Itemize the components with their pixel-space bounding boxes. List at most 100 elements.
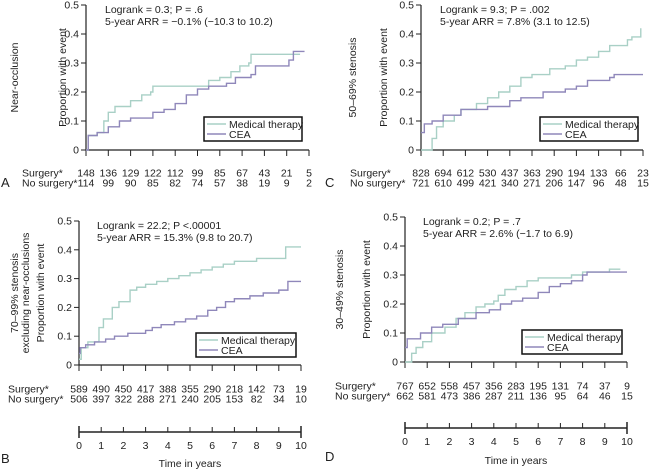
group-label: excluding near-occlusions bbox=[20, 233, 32, 354]
at-risk-surgery: 767 bbox=[396, 381, 414, 393]
at-risk-no-surgery: 287 bbox=[485, 391, 503, 403]
panel-letter: D bbox=[325, 449, 334, 464]
at-risk-surgery: 218 bbox=[226, 384, 244, 396]
at-risk-no-surgery: 38 bbox=[236, 178, 248, 190]
time-axis-tick-label: 0 bbox=[402, 436, 408, 448]
time-axis-tick-label: 5 bbox=[187, 440, 193, 452]
at-risk-surgery: 43 bbox=[259, 168, 271, 180]
time-axis-tick-label: 9 bbox=[276, 440, 282, 452]
at-risk-no-surgery: 499 bbox=[457, 178, 475, 190]
risk-row-label-no-surgery: No surgery* bbox=[335, 391, 390, 403]
at-risk-no-surgery: 96 bbox=[593, 178, 605, 190]
panel-c: 0 0.1 0.2 0.3 0.4 0.5 Proportion with event 50–… bbox=[325, 0, 649, 190]
at-risk-surgery: 355 bbox=[181, 384, 199, 396]
y-tick-label: 0.3 bbox=[383, 270, 398, 282]
time-axis-tick-label: 6 bbox=[535, 436, 541, 448]
at-risk-surgery: 5 bbox=[306, 168, 312, 180]
at-risk-surgery: 21 bbox=[281, 168, 293, 180]
y-axis-label: Proportion with event bbox=[35, 244, 47, 343]
at-risk-no-surgery: 721 bbox=[412, 178, 430, 190]
risk-row-label-surgery: Surgery* bbox=[335, 381, 376, 393]
time-axis-tick-label: 8 bbox=[580, 436, 586, 448]
at-risk-surgery: 450 bbox=[115, 384, 133, 396]
y-tick-label: 0.4 bbox=[383, 241, 398, 253]
at-risk-surgery: 19 bbox=[295, 384, 307, 396]
time-axis-tick-label: 9 bbox=[602, 436, 608, 448]
y-tick-label: 0.4 bbox=[64, 29, 79, 41]
at-risk-surgery: 558 bbox=[441, 381, 459, 393]
panel-letter: A bbox=[1, 175, 10, 190]
stats-annotation: 5-year ARR = 7.8% (3.1 to 12.5) bbox=[440, 16, 590, 28]
panel-a: 0 0.1 0.2 0.3 0.4 0.5 Proportion with event Nea… bbox=[1, 0, 312, 190]
at-risk-no-surgery: 74 bbox=[192, 178, 204, 190]
risk-row-label-surgery: Surgery* bbox=[350, 168, 391, 180]
time-axis-tick-label: 1 bbox=[424, 436, 430, 448]
time-axis-tick-label: 4 bbox=[165, 440, 171, 452]
y-tick-label: 0.4 bbox=[57, 244, 72, 256]
y-tick-label: 0.3 bbox=[64, 58, 79, 70]
legend-box bbox=[203, 116, 303, 142]
stats-annotation: 5-year ARR = −0.1% (−10.3 to 10.2) bbox=[105, 16, 273, 28]
at-risk-surgery: 99 bbox=[192, 168, 204, 180]
at-risk-surgery: 490 bbox=[92, 384, 110, 396]
y-tick-label: 0.1 bbox=[399, 116, 414, 128]
at-risk-surgery: 142 bbox=[248, 384, 266, 396]
at-risk-surgery: 194 bbox=[568, 168, 586, 180]
time-axis-tick-label: 7 bbox=[231, 440, 237, 452]
at-risk-surgery: 652 bbox=[418, 381, 436, 393]
legend-label: CEA bbox=[229, 129, 251, 141]
at-risk-no-surgery: 82 bbox=[251, 394, 263, 406]
time-axis-tick-label: 10 bbox=[295, 440, 307, 452]
at-risk-surgery: 694 bbox=[434, 168, 452, 180]
y-tick-label: 0.1 bbox=[64, 116, 79, 128]
time-axis-tick-label: 3 bbox=[469, 436, 475, 448]
at-risk-surgery: 612 bbox=[457, 168, 475, 180]
risk-row-label-no-surgery: No surgery* bbox=[22, 178, 77, 190]
panel-b: 0 0.1 0.2 0.3 0.4 0.5 Proportion with event 70–… bbox=[1, 216, 307, 471]
stats-annotation: Logrank = 0.2; P = .7 bbox=[423, 216, 521, 228]
at-risk-no-surgery: 82 bbox=[169, 178, 181, 190]
risk-row-label-no-surgery: No surgery* bbox=[8, 394, 63, 406]
at-risk-no-surgery: 114 bbox=[78, 178, 95, 190]
at-risk-surgery: 133 bbox=[590, 168, 608, 180]
time-axis-tick-label: 2 bbox=[446, 436, 452, 448]
at-risk-surgery: 85 bbox=[214, 168, 226, 180]
y-tick-label: 0.5 bbox=[64, 0, 79, 12]
at-risk-no-surgery: 10 bbox=[295, 394, 307, 406]
at-risk-no-surgery: 206 bbox=[545, 178, 563, 190]
at-risk-no-surgery: 9 bbox=[284, 178, 290, 190]
at-risk-surgery: 437 bbox=[501, 168, 519, 180]
at-risk-no-surgery: 205 bbox=[203, 394, 221, 406]
at-risk-no-surgery: 34 bbox=[273, 394, 285, 406]
group-label: 30–49% stenosis bbox=[334, 250, 346, 330]
at-risk-surgery: 37 bbox=[599, 381, 611, 393]
time-axis-tick-label: 8 bbox=[254, 440, 260, 452]
y-axis-label: Proportion with event bbox=[57, 28, 69, 127]
at-risk-no-surgery: 421 bbox=[479, 178, 497, 190]
series-line-medical-therapy bbox=[86, 53, 301, 151]
y-tick-label: 0.1 bbox=[57, 331, 72, 343]
at-risk-surgery: 457 bbox=[463, 381, 481, 393]
at-risk-no-surgery: 397 bbox=[92, 394, 110, 406]
panel-d: 0 0.1 0.2 0.3 0.4 0.5 Proportion with event 30–… bbox=[325, 212, 633, 468]
y-tick-label: 0 bbox=[392, 357, 398, 369]
at-risk-no-surgery: 57 bbox=[214, 178, 226, 190]
stats-annotation: Logrank = 9.3; P = .002 bbox=[440, 4, 550, 16]
at-risk-no-surgery: 340 bbox=[501, 178, 519, 190]
at-risk-surgery: 417 bbox=[137, 384, 155, 396]
at-risk-surgery: 129 bbox=[122, 168, 140, 180]
y-tick-label: 0 bbox=[73, 145, 79, 157]
at-risk-surgery: 148 bbox=[77, 168, 95, 180]
at-risk-surgery: 290 bbox=[203, 384, 221, 396]
series-line-medical-therapy bbox=[79, 246, 301, 360]
risk-row-label-no-surgery: No surgery* bbox=[350, 178, 405, 190]
series-line-medical-therapy bbox=[421, 28, 642, 151]
series-line-medical-therapy bbox=[405, 268, 621, 363]
time-axis-tick-label: 2 bbox=[120, 440, 126, 452]
legend-label: CEA bbox=[565, 129, 587, 141]
time-axis-title: Time in years bbox=[485, 455, 548, 467]
legend-box bbox=[195, 332, 297, 358]
